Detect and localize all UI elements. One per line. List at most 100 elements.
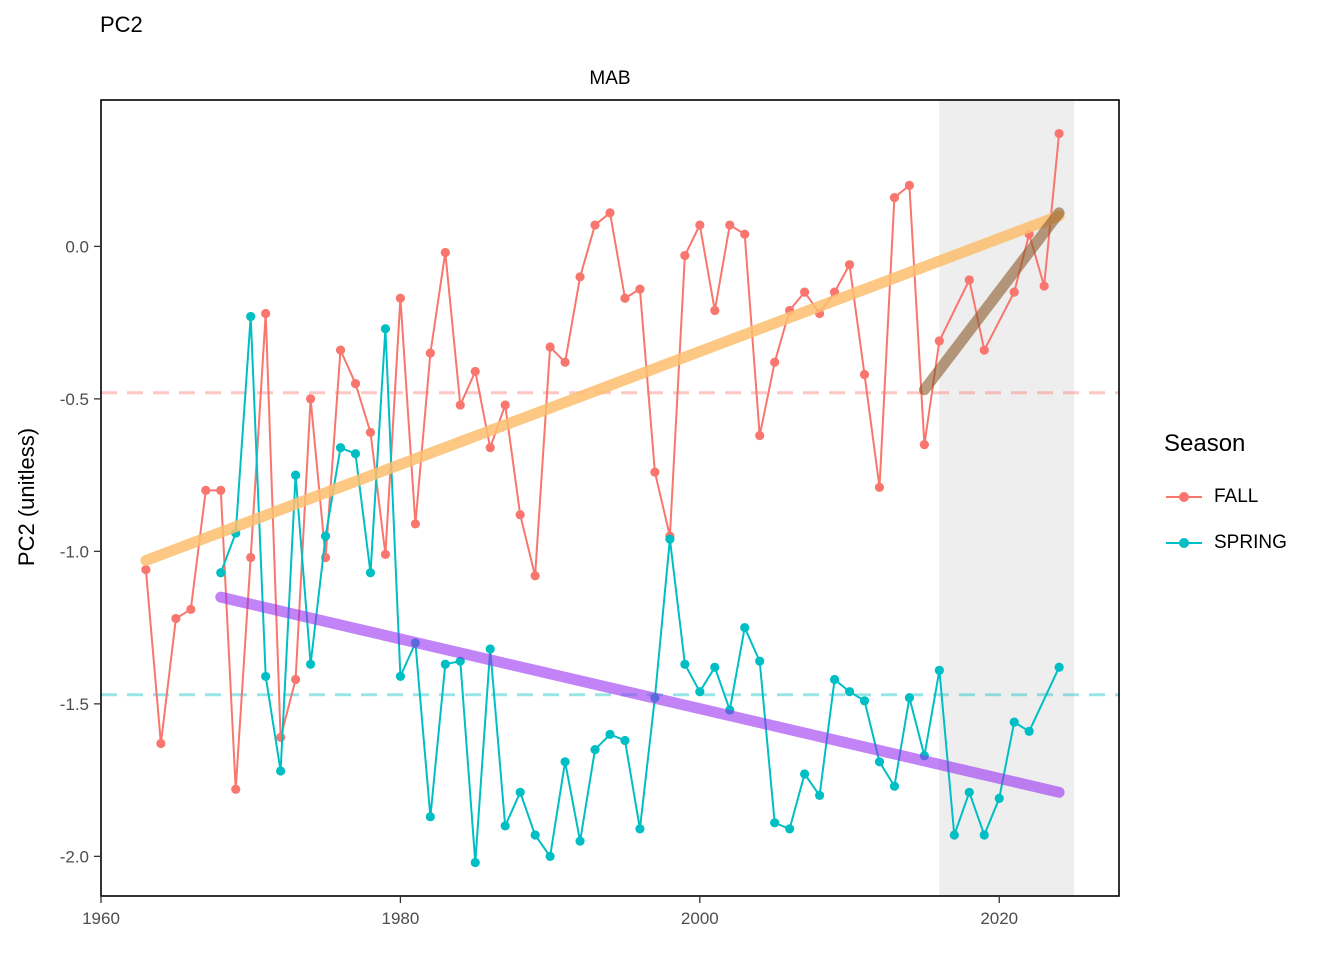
x-tick-label: 1980	[381, 909, 419, 928]
data-point-fall	[620, 293, 630, 303]
data-point-spring	[530, 830, 540, 840]
data-point-fall	[186, 604, 196, 614]
data-point-fall	[695, 220, 705, 230]
data-point-spring	[395, 671, 406, 682]
data-point-spring	[889, 781, 900, 791]
data-point-spring	[904, 693, 915, 703]
trend-lines-layer	[140, 207, 1065, 798]
data-point-spring	[620, 735, 630, 746]
data-point-spring	[216, 568, 226, 578]
data-point-fall	[770, 357, 780, 367]
data-point-fall	[485, 443, 495, 453]
series-line-fall	[144, 133, 1061, 790]
data-point-fall	[964, 275, 974, 285]
data-point-fall	[425, 348, 435, 358]
data-point-fall	[530, 571, 540, 581]
data-point-spring	[380, 324, 391, 334]
data-point-fall	[979, 345, 989, 355]
legend: Season FALL SPRING	[1164, 430, 1287, 566]
data-point-spring	[934, 665, 944, 675]
data-point-fall	[276, 732, 286, 743]
data-point-spring	[1024, 726, 1034, 736]
data-point-spring	[814, 790, 825, 800]
data-point-spring	[770, 818, 780, 828]
trend-line-1	[140, 210, 1065, 567]
data-point-fall	[590, 220, 600, 230]
data-point-spring	[874, 757, 885, 767]
data-point-fall	[380, 549, 391, 560]
y-tick-label: -1.0	[60, 542, 89, 561]
data-point-fall	[246, 552, 256, 563]
data-point-fall	[395, 293, 406, 303]
data-point-spring	[785, 824, 795, 834]
data-point-fall	[291, 674, 301, 685]
data-point-fall	[350, 379, 361, 389]
legend-key-spring	[1166, 538, 1202, 548]
x-tick-label: 1960	[82, 909, 120, 928]
legend-label-fall: FALL	[1214, 486, 1259, 507]
data-point-fall	[141, 565, 151, 575]
data-point-spring	[680, 659, 690, 669]
data-point-fall	[500, 400, 510, 410]
data-point-fall	[650, 467, 660, 477]
data-point-fall	[365, 427, 376, 438]
trend-line-3	[918, 207, 1065, 396]
data-point-spring	[305, 659, 316, 669]
data-point-spring	[560, 757, 570, 767]
data-point-fall	[410, 519, 420, 529]
data-point-spring	[365, 568, 376, 578]
data-point-fall	[919, 440, 929, 450]
data-point-fall	[545, 342, 555, 352]
axes-layer: 1960 1980 2000 2020 0.0 -0.5 -1.0 -1.5 -2.0	[60, 99, 1120, 928]
data-point-fall	[740, 229, 750, 239]
data-point-spring	[994, 793, 1004, 804]
data-point-fall	[171, 613, 181, 624]
data-point-spring	[350, 449, 361, 459]
series-layer	[141, 128, 1064, 868]
trend-line-2	[215, 591, 1065, 798]
x-tick-label: 2020	[980, 909, 1018, 928]
legend-item-fall: FALL	[1164, 474, 1287, 520]
panel-border	[100, 99, 1120, 897]
data-point-fall	[231, 784, 241, 794]
data-point-fall	[844, 260, 855, 270]
data-point-spring	[291, 470, 301, 480]
data-point-fall	[605, 208, 615, 218]
data-point-spring	[575, 836, 585, 846]
data-point-fall	[560, 357, 570, 367]
data-point-spring	[844, 687, 855, 697]
data-point-fall	[859, 369, 870, 380]
data-point-fall	[755, 430, 765, 441]
data-point-spring	[320, 531, 331, 541]
data-point-spring	[246, 311, 256, 322]
y-tick-label: -1.5	[60, 695, 89, 714]
data-point-spring	[545, 851, 555, 861]
data-point-spring	[755, 656, 765, 666]
data-point-fall	[156, 738, 166, 749]
data-point-spring	[829, 674, 840, 685]
legend-key-fall	[1166, 492, 1202, 502]
data-point-fall	[1039, 281, 1049, 291]
data-point-fall	[335, 345, 346, 355]
data-point-spring	[335, 443, 346, 453]
data-point-spring	[740, 623, 750, 633]
legend-item-spring: SPRING	[1164, 520, 1287, 566]
y-tick-label: 0.0	[65, 237, 89, 256]
data-point-fall	[934, 336, 944, 346]
data-point-spring	[964, 787, 974, 797]
data-point-fall	[440, 247, 450, 258]
data-point-fall	[1009, 287, 1019, 297]
data-point-fall	[904, 180, 915, 190]
data-point-spring	[1054, 662, 1064, 672]
data-point-fall	[575, 272, 585, 282]
data-point-spring	[470, 857, 480, 868]
data-point-spring	[485, 644, 495, 654]
mean-lines-layer	[101, 391, 1119, 697]
data-point-spring	[500, 821, 510, 831]
legend-label-spring: SPRING	[1214, 532, 1287, 553]
data-point-fall	[305, 394, 316, 404]
series-line-spring	[219, 316, 1061, 863]
y-tick-label: -0.5	[60, 390, 89, 409]
data-point-fall	[874, 482, 885, 492]
